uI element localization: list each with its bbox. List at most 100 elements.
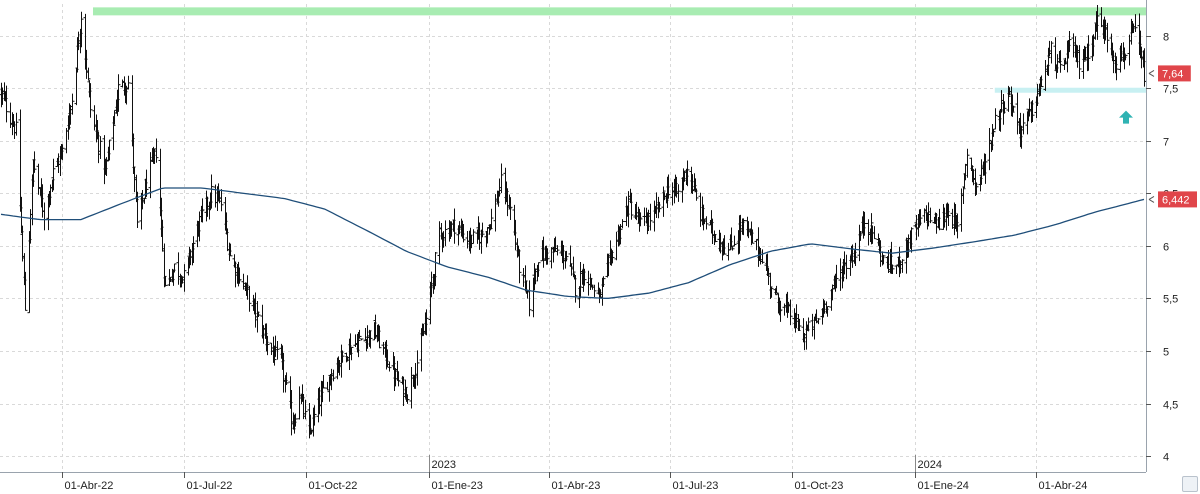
ohlc-bar bbox=[172, 263, 177, 273]
ohlc-bar bbox=[1043, 59, 1048, 91]
x-tick-label: 01-Abr-23 bbox=[552, 480, 601, 492]
ohlc-bar bbox=[219, 189, 224, 212]
ohlc-bar bbox=[872, 226, 877, 240]
ohlc-bar bbox=[638, 212, 643, 227]
ohlc-bar bbox=[754, 239, 759, 251]
x-tick-label: 01-Ene-24 bbox=[918, 480, 969, 492]
ohlc-bar bbox=[256, 311, 261, 318]
ohlc-bar bbox=[452, 208, 457, 244]
y-tick-label: 7 bbox=[1163, 137, 1169, 149]
ohlc-bar bbox=[614, 231, 619, 261]
ohlc-bar bbox=[517, 249, 522, 284]
ohlc-bar bbox=[652, 200, 657, 232]
ohlc-bar bbox=[773, 288, 778, 296]
ohlc-bar bbox=[694, 188, 699, 201]
ohlc-bar bbox=[51, 158, 56, 191]
y-tick-label: 8 bbox=[1163, 32, 1169, 44]
ohlc-bar bbox=[1015, 92, 1020, 135]
ohlc-bar bbox=[726, 242, 731, 261]
ohlc-bar bbox=[586, 270, 591, 296]
ohlc-bar bbox=[946, 203, 951, 226]
ohlc-bar bbox=[983, 153, 988, 184]
ohlc-bar bbox=[368, 330, 373, 349]
ohlc-bar bbox=[116, 74, 121, 112]
ohlc-bar bbox=[881, 254, 886, 265]
y-tick-label: 6 bbox=[1163, 242, 1169, 254]
ohlc-bar bbox=[797, 318, 802, 331]
ohlc-bars bbox=[0, 4, 1147, 439]
ohlc-bar bbox=[610, 250, 615, 264]
ohlc-bar bbox=[732, 235, 737, 247]
ohlc-bar bbox=[272, 345, 277, 366]
ohlc-bar bbox=[1105, 22, 1110, 53]
ohlc-bar bbox=[657, 201, 662, 213]
x-tick-label: 01-Jul-22 bbox=[187, 480, 233, 492]
ohlc-bar bbox=[92, 105, 97, 131]
ohlc-bar bbox=[312, 405, 317, 426]
ohlc-bar bbox=[729, 227, 734, 248]
ohlc-bar bbox=[508, 197, 513, 220]
x-tick-label: 01-Abr-22 bbox=[65, 480, 114, 492]
ohlc-bar bbox=[148, 152, 153, 199]
ohlc-bar bbox=[1058, 50, 1063, 73]
ohlc-bar bbox=[1095, 4, 1100, 40]
ohlc-bar bbox=[377, 325, 382, 349]
ohlc-bar bbox=[961, 187, 966, 204]
ohlc-bar bbox=[144, 169, 149, 197]
ohlc-bar bbox=[1021, 113, 1026, 135]
ohlc-bar bbox=[36, 163, 41, 195]
ohlc-bar bbox=[349, 346, 354, 361]
ohlc-bar bbox=[1133, 14, 1138, 33]
chart-settings-button[interactable] bbox=[1182, 476, 1198, 492]
moving-average-tag-text: 6,442 bbox=[1162, 194, 1190, 206]
ohlc-bar bbox=[768, 272, 773, 299]
ohlc-bar bbox=[993, 108, 998, 130]
ohlc-bar bbox=[592, 284, 597, 297]
moving-average-line bbox=[0, 187, 1145, 299]
ohlc-bar bbox=[704, 216, 709, 230]
ohlc-bar bbox=[536, 262, 541, 277]
y-tick-label: 4 bbox=[1163, 452, 1169, 464]
ohlc-bar bbox=[838, 258, 843, 291]
ohlc-bar bbox=[1081, 49, 1086, 79]
ohlc-bar bbox=[18, 109, 23, 212]
y-axis-background bbox=[1146, 0, 1200, 494]
ohlc-bar bbox=[387, 361, 392, 372]
ohlc-bar bbox=[722, 235, 727, 255]
ohlc-bar bbox=[480, 222, 485, 238]
ohlc-bar bbox=[359, 338, 364, 341]
ohlc-bar bbox=[325, 381, 330, 391]
ohlc-bar bbox=[405, 394, 410, 404]
ohlc-bar bbox=[862, 211, 867, 236]
grid-lines bbox=[0, 4, 1146, 472]
ohlc-bar bbox=[233, 261, 238, 288]
ohlc-bar bbox=[549, 247, 554, 269]
moving-average-tag-pointer bbox=[1148, 195, 1155, 203]
y-tick-label: 7,5 bbox=[1163, 84, 1178, 96]
ohlc-bar bbox=[241, 273, 246, 290]
ohlc-bar bbox=[909, 227, 914, 253]
ohlc-bar bbox=[730, 247, 735, 251]
last-price-tag-pointer bbox=[1148, 69, 1155, 77]
ohlc-bar bbox=[88, 83, 93, 118]
ohlc-bar bbox=[1046, 47, 1051, 76]
ohlc-bar bbox=[890, 264, 895, 274]
ohlc-bar bbox=[1002, 101, 1007, 114]
ohlc-bar bbox=[858, 230, 863, 241]
ohlc-bar bbox=[4, 85, 9, 123]
ohlc-bar bbox=[527, 280, 532, 317]
last-price-tag-text: 7,64 bbox=[1162, 68, 1183, 80]
ohlc-bar bbox=[237, 267, 242, 284]
support-line bbox=[994, 87, 1146, 93]
ohlc-bar bbox=[959, 188, 964, 232]
ohlc-bar bbox=[213, 184, 218, 208]
ohlc-bar bbox=[698, 192, 703, 227]
ohlc-bar bbox=[1123, 54, 1128, 61]
ohlc-bar bbox=[303, 399, 308, 420]
ohlc-bar bbox=[42, 202, 47, 231]
ohlc-bar bbox=[275, 341, 280, 360]
ohlc-bar bbox=[555, 245, 560, 256]
ohlc-bar bbox=[96, 131, 101, 164]
